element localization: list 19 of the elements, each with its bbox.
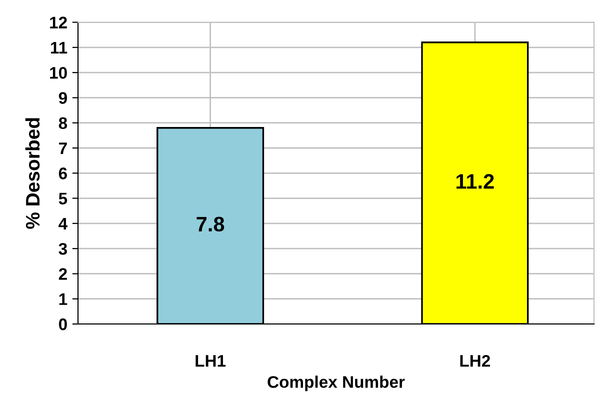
y-tick-label: 1 [59, 293, 68, 305]
x-tick-label: LH1 [196, 355, 226, 367]
data-label: 11.2 [456, 174, 494, 189]
y-tick-label: 9 [58, 92, 67, 104]
y-tick-label: 6 [58, 168, 67, 180]
data-label: 7.8 [196, 216, 224, 232]
y-tick-label: 11 [51, 42, 68, 54]
y-tick-label: 7 [59, 142, 67, 154]
y-axis-title: % Desorbed [25, 118, 40, 229]
y-tick-label: 2 [58, 268, 67, 280]
x-tick-label: LH2 [460, 354, 490, 367]
y-tick-label: 3 [58, 242, 67, 255]
y-tick-label: 10 [50, 66, 67, 79]
y-tick-label: 12 [50, 16, 67, 28]
y-tick-label: 4 [58, 218, 68, 230]
x-axis-title: Complex Number [268, 376, 405, 392]
y-tick-label: 8 [58, 117, 68, 130]
y-tick-label: 5 [58, 192, 68, 204]
y-tick-label: 0 [58, 318, 67, 330]
